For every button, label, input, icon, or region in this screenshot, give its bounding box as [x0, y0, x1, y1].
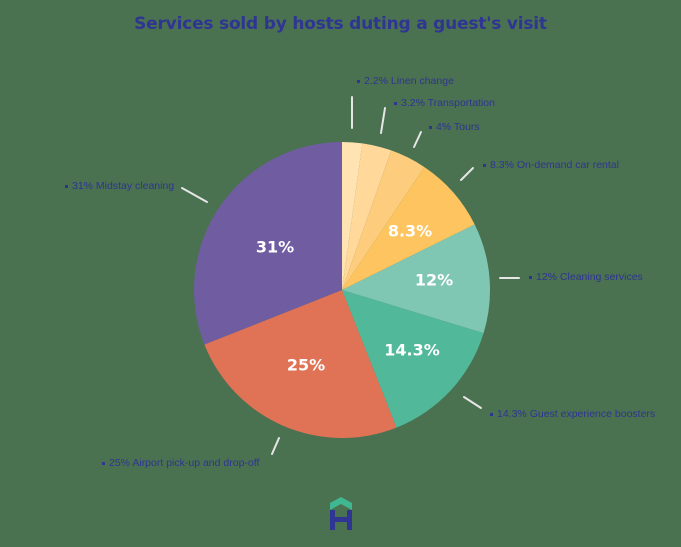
callout-cleaning-services: 12% Cleaning services	[529, 271, 643, 283]
callout-transportation: 3.2% Transportation	[394, 97, 495, 109]
leader-line-airport	[271, 437, 280, 455]
leader-line-tours	[413, 131, 422, 148]
pie-slice-midstay-cleaning	[193, 142, 342, 345]
leader-line-midstay	[181, 187, 208, 203]
slice-label-cleaning-services: 12%	[414, 270, 454, 290]
house-h-logo-icon	[330, 497, 352, 530]
bullet-icon	[429, 125, 432, 129]
bullet-icon	[102, 461, 105, 465]
callout-airport: 25% Airport pick-up and drop-off	[102, 457, 259, 469]
pie-slice-linen-change	[342, 142, 363, 290]
pie-slice-guest-experience-boosters	[342, 290, 484, 428]
callout-car-rental: 8.3% On-demand car rental	[483, 159, 619, 171]
bullet-icon	[357, 79, 360, 83]
pie-slice-cleaning-services	[342, 224, 490, 334]
pie-slices	[193, 142, 490, 438]
callout-linen-change: 2.2% Linen change	[357, 75, 454, 87]
slice-label-guest-experience: 14.3%	[384, 340, 440, 360]
chart-title: Services sold by hosts duting a guest's …	[134, 14, 547, 34]
slice-label-midstay: 31%	[255, 237, 295, 257]
slice-label-airport: 25%	[286, 355, 326, 375]
bullet-icon	[65, 184, 68, 188]
pie-slice-tours	[342, 150, 425, 290]
callout-midstay: 31% Midstay cleaning	[65, 180, 174, 192]
bullet-icon	[394, 101, 397, 105]
leader-line-transportation	[380, 107, 386, 134]
bullet-icon	[490, 412, 493, 416]
pie-slice-airport-pick-up-and-drop-off	[204, 290, 397, 438]
slice-label-car-rental: 8.3%	[387, 221, 433, 241]
leader-line-car-rental	[460, 167, 474, 181]
callout-guest-experience: 14.3% Guest experience boosters	[490, 408, 655, 420]
bullet-icon	[529, 275, 532, 279]
pie-slice-on-demand-car-rental	[342, 167, 475, 290]
callout-tours: 4% Tours	[429, 121, 480, 133]
leader-line-guest-experience	[463, 396, 482, 409]
bullet-icon	[483, 163, 486, 167]
pie-slice-transportation	[342, 143, 392, 290]
leader-lines	[181, 96, 520, 455]
